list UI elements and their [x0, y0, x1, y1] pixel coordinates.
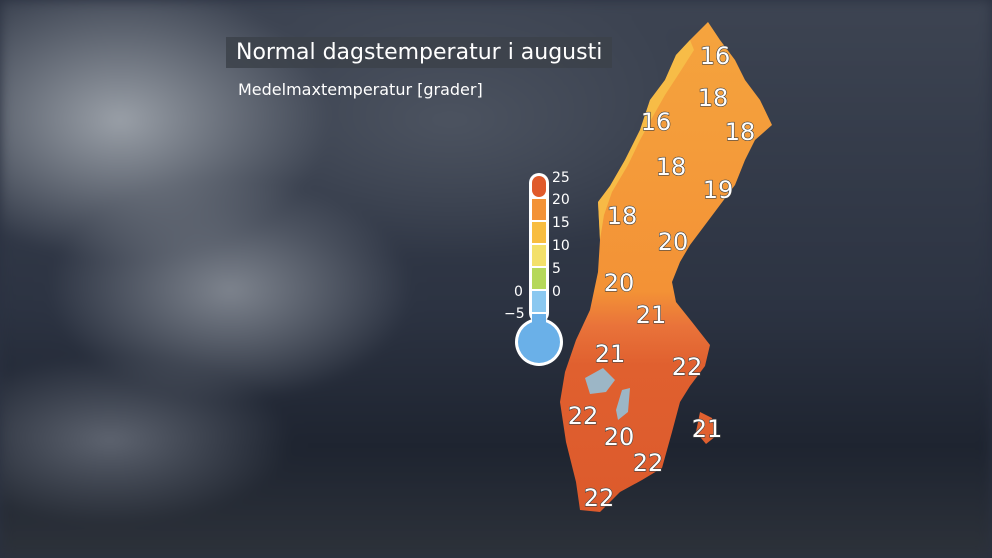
map-title: Normal dagstemperatur i augusti [226, 37, 613, 68]
legend-label-0-right: 0 [552, 284, 561, 300]
temperature-value: 18 [656, 153, 687, 181]
temperature-value: 21 [636, 301, 667, 329]
temperature-value: 18 [607, 202, 638, 230]
temperature-value: 22 [672, 353, 703, 381]
legend-label-25: 25 [552, 170, 570, 186]
temperature-value: 16 [641, 108, 672, 136]
temperature-value: 21 [692, 415, 723, 443]
legend-segment [532, 176, 546, 197]
lake-vattern [616, 388, 630, 420]
temperature-value: 20 [604, 423, 635, 451]
map-subtitle: Medelmaxtemperatur [grader] [238, 80, 483, 99]
mountain-zone [598, 40, 694, 240]
temperature-value: 20 [604, 269, 635, 297]
lake-vanern [585, 368, 615, 394]
legend-label-10: 10 [552, 238, 570, 254]
temperature-legend: 25 20 15 10 5 0 0 −5 [500, 170, 590, 374]
legend-label-20: 20 [552, 192, 570, 208]
legend-segment [532, 245, 546, 266]
gotland [696, 412, 716, 444]
temperature-value: 18 [725, 118, 756, 146]
temperature-value: 20 [658, 228, 689, 256]
thermometer-icon [515, 173, 563, 366]
legend-segment [532, 268, 546, 289]
legend-segment [532, 291, 546, 312]
legend-segment [532, 222, 546, 243]
temperature-value: 22 [568, 402, 599, 430]
legend-label-15: 15 [552, 215, 570, 231]
legend-segment [532, 199, 546, 220]
temperature-value: 22 [633, 449, 664, 477]
temperature-value: 16 [700, 42, 731, 70]
temperature-value: 18 [698, 84, 729, 112]
temperature-value: 21 [595, 340, 626, 368]
legend-label-minus5: −5 [504, 306, 525, 322]
temperature-value: 22 [584, 484, 615, 512]
sweden-mainland [560, 22, 772, 512]
temperature-value: 19 [703, 176, 734, 204]
legend-label-5: 5 [552, 261, 561, 277]
legend-label-0-left: 0 [514, 284, 523, 300]
